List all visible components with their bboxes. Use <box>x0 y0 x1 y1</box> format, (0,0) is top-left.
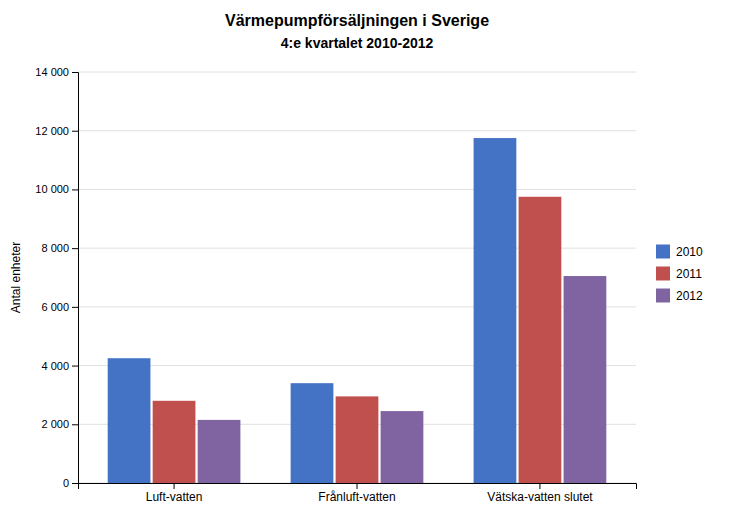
y-tick: 14 000 <box>35 66 78 78</box>
y-tick-label: 14 000 <box>35 66 69 78</box>
bar <box>153 401 196 483</box>
legend-label: 2011 <box>676 267 702 281</box>
x-tick-label: Luft-vatten <box>146 490 203 504</box>
legend-swatch <box>656 289 670 303</box>
legend-item: 2012 <box>656 289 703 303</box>
legend: 2010 2011 2012 <box>656 245 703 303</box>
y-tick-mark <box>72 189 78 190</box>
x-tick: Vätska-vatten slutet <box>487 483 593 504</box>
y-tick-label: 2 000 <box>41 418 69 430</box>
legend-item: 2011 <box>656 267 702 281</box>
legend-item: 2010 <box>656 245 703 259</box>
y-tick-mark <box>72 248 78 249</box>
y-tick: 10 000 <box>35 183 78 195</box>
y-tick-label: 0 <box>63 477 69 489</box>
grid-line <box>78 189 636 190</box>
bar <box>108 358 151 483</box>
x-tick: Frånluft-vatten <box>318 483 395 504</box>
y-tick-mark <box>72 366 78 367</box>
y-tick-mark <box>72 424 78 425</box>
y-tick: 12 000 <box>35 125 78 137</box>
legend-label: 2010 <box>676 245 703 259</box>
grid-line <box>78 130 636 131</box>
bar-series <box>108 138 517 483</box>
bar <box>336 396 379 483</box>
y-tick-label: 8 000 <box>41 242 69 254</box>
bar <box>474 138 517 483</box>
grid-line <box>78 72 636 73</box>
x-tick-mark <box>174 483 175 489</box>
chart-container: Luft-vatten Frånluft-vatten Vätska-vatten … <box>0 0 746 527</box>
y-axis: 0 2 000 4 000 6 000 8 000 10 000 12 000 14 000 <box>35 66 78 489</box>
y-tick-label: 12 000 <box>35 125 69 137</box>
subtitle: 4:e kvartalet 2010-2012 <box>281 35 434 51</box>
bar <box>291 383 334 483</box>
bar-series <box>153 197 562 483</box>
x-axis-line <box>79 484 637 490</box>
x-tick-mark <box>357 483 358 489</box>
y-tick: 2 000 <box>41 418 78 430</box>
y-tick-mark <box>72 483 78 484</box>
x-tick-mark <box>539 483 540 489</box>
x-tick-label: Vätska-vatten slutet <box>487 490 593 504</box>
y-tick-mark <box>72 307 78 308</box>
bars <box>108 138 607 483</box>
legend-swatch <box>656 245 670 259</box>
x-tick: Luft-vatten <box>146 483 203 504</box>
x-axis: Luft-vatten Frånluft-vatten Vätska-vatten … <box>79 483 637 504</box>
bar-series <box>198 276 607 483</box>
legend-label: 2012 <box>676 289 703 303</box>
grid <box>78 72 636 483</box>
plot: Luft-vatten Frånluft-vatten Vätska-vatten … <box>35 66 636 504</box>
chart-svg: Luft-vatten Frånluft-vatten Vätska-vatten … <box>0 0 746 527</box>
y-axis-title: Antal enheter <box>9 242 23 313</box>
bar <box>381 411 424 483</box>
y-tick: 0 <box>63 477 78 489</box>
bar <box>198 420 241 483</box>
y-tick-label: 10 000 <box>35 183 69 195</box>
y-axis-line <box>72 73 79 484</box>
x-tick-label: Frånluft-vatten <box>318 490 395 504</box>
y-tick-label: 4 000 <box>41 360 69 372</box>
bar <box>519 197 562 483</box>
legend-swatch <box>656 267 670 281</box>
y-tick: 4 000 <box>41 360 78 372</box>
title: Värmepumpförsäljningen i Sverige <box>225 12 489 29</box>
y-tick-label: 6 000 <box>41 301 69 313</box>
y-tick-mark <box>72 131 78 132</box>
y-tick-mark <box>72 72 78 73</box>
y-tick: 6 000 <box>41 301 78 313</box>
y-tick: 8 000 <box>41 242 78 254</box>
bar <box>564 276 607 483</box>
